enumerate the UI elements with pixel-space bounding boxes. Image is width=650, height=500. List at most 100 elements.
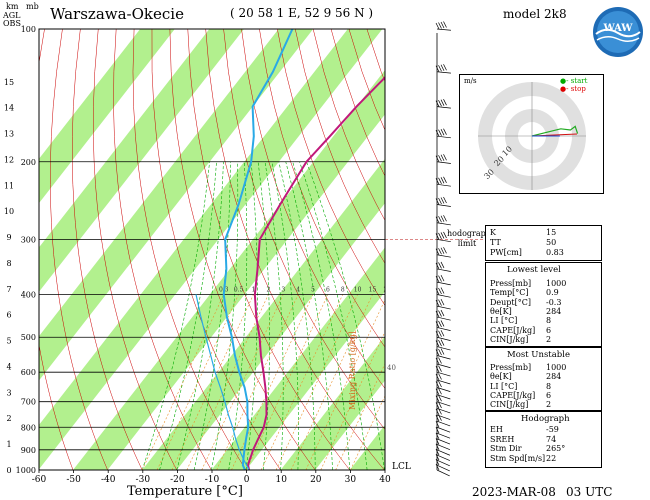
wind-barb-feather [440,287,445,294]
index-tt-label: TT [490,238,501,247]
wind-barb [436,444,451,451]
wind-barb [436,183,451,187]
wind-barb-feather [435,216,440,223]
wind-barb-feather [438,299,442,306]
wind-barb-feather [440,64,445,71]
wind-barb-feather [438,65,442,72]
mixing-ratio-label: 4 [296,287,300,294]
wind-barb [436,426,451,433]
mixing-ratio-label: 0.5 [234,287,244,294]
wind-barb-feather [435,331,440,338]
hodo-row-value: -59 [546,425,559,434]
wind-barb [436,371,451,377]
wind-barb [436,420,451,427]
hodo-row-label: SREH [490,434,515,444]
dewpoint-trace [222,29,294,470]
wind-barb-feather [438,339,442,347]
mixing-ratio-label: 3 [281,287,285,294]
wind-barb [436,294,451,298]
mixing-ratio-label: 20 [384,287,392,294]
unstable-row-value: 2 [546,400,552,410]
wind-barb-feather [440,330,445,337]
height-tick-label: 13 [4,130,14,139]
wind-barb [436,394,451,400]
wind-barb [436,438,451,445]
height-tick-label: 5 [6,337,11,346]
unit-km-label: km [6,2,19,11]
dry-adiabat [295,29,385,264]
station-title: Warszawa-Okecie [50,5,184,23]
hodograph-limit-label: hodograph limit [447,229,491,248]
lowest-row-value: 0.9 [546,288,559,298]
moist-adiabat [245,161,258,470]
wind-barb-feather [435,408,440,416]
moist-adiabat [299,161,368,470]
wind-barb-feather [435,458,440,466]
lowest-row-label: Press[mb] [490,279,532,288]
dry-adiabat [223,29,385,430]
wind-barb-feather [443,196,447,204]
dry-adiabat [39,29,74,470]
wind-barb-feather [435,415,440,422]
height-tick-label: 12 [4,155,14,164]
lowest-row-label: CIN[J/kg] [490,334,529,344]
moist-adiabat [257,161,270,470]
temperature-band [211,247,385,470]
temperature-trace [247,75,385,470]
wind-barb-feather [440,320,445,327]
wind-barb-feather [435,100,440,107]
wind-barb-feather [438,232,442,240]
height-tick-label: 3 [6,388,11,397]
wind-barb-feather [440,129,445,136]
height-tick-label: 9 [6,233,11,242]
wind-barb-feather [440,309,445,317]
wind-barb-feather [435,448,440,456]
wind-barb [436,414,451,420]
lowest-row-label: Temp[°C] [490,288,529,298]
wind-barb-feather [443,176,447,183]
wind-barb-feather [435,426,440,434]
wind-barb [436,106,451,109]
hodograph-plot: 10 20 30 [478,82,586,190]
mixing-ratio-line [171,294,254,470]
wind-barb-feather [435,357,440,365]
wind-barb [436,305,451,310]
most-unstable-panel [485,347,602,411]
wind-barb-feather [440,215,445,222]
wind-barb-feather [435,443,440,450]
hodo-row-label: Stm Spd[m/s] [490,453,546,463]
wind-barb-feather [438,22,442,29]
wind-barb-feather [435,65,440,72]
pressure-tick-label: 600 [21,368,36,377]
wind-barb [436,135,451,139]
unstable-row-value: 6 [546,390,552,400]
lowest-row-value: 1000 [546,279,567,288]
wind-barb-feather [440,154,445,161]
height-tick-label: 4 [6,362,11,371]
unstable-row-label: CIN[J/kg] [490,400,529,410]
wind-barb-feather [435,381,440,388]
height-tick-label: 14 [4,104,14,113]
wind-barb [436,464,450,472]
pressure-tick-label: 700 [21,398,36,407]
wind-barb-feather [435,299,440,307]
wind-barb-feather [443,128,447,135]
height-tick-label: 6 [6,311,11,320]
index-pw-value: 0.83 [546,248,564,257]
temperature-tick-label: -40 [101,475,116,485]
height-tick-label: 15 [4,78,14,87]
wind-barb-feather [435,22,440,30]
wind-barb-feather [435,340,440,347]
height-tick-label: 2 [6,414,11,423]
wind-barb [436,469,450,477]
mixing-ratio-label: 15 [369,287,377,294]
wind-barb-feather [443,154,447,161]
height-tick-label: 7 [6,285,11,294]
pressure-tick-label: 1000 [16,466,36,475]
height-tick-label: 8 [6,259,11,268]
station-coords: ( 20 58 1 E, 52 9 56 N ) [230,6,374,20]
wind-barb-feather [435,421,440,428]
temperature-tick-label: -60 [32,475,47,485]
wind-barb [436,204,451,207]
wind-barb-feather [440,247,445,254]
